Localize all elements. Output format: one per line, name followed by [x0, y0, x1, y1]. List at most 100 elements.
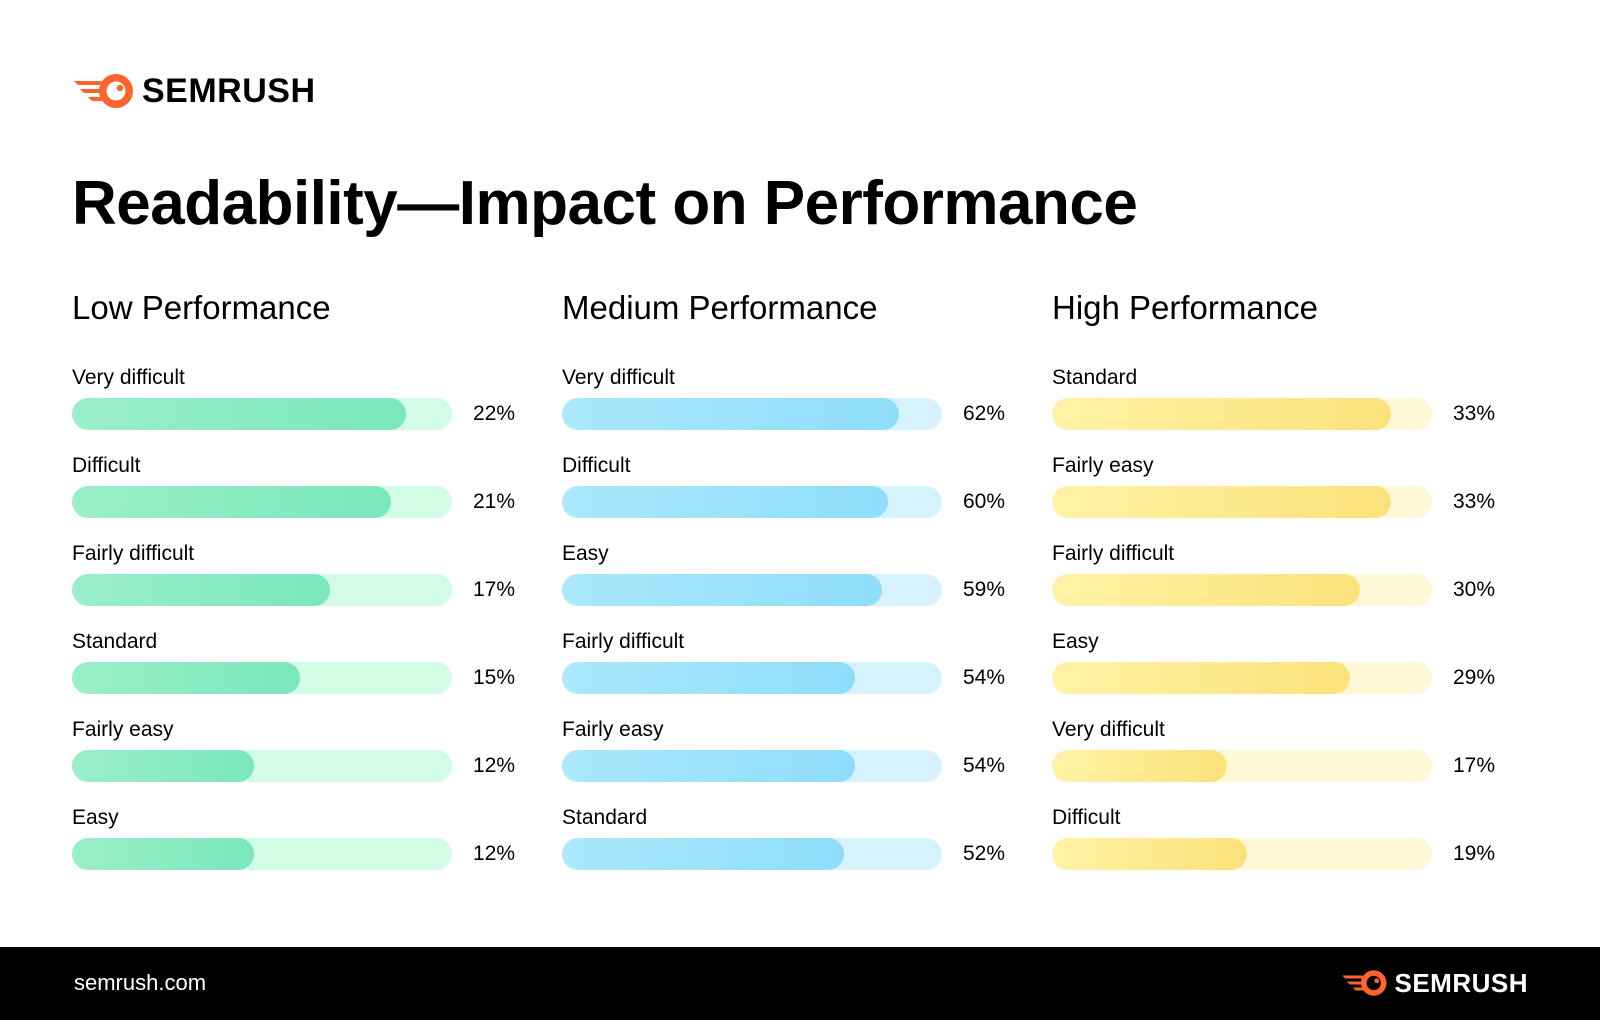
logo-wordmark: SEMRUSH — [142, 71, 316, 110]
bar-track — [562, 750, 942, 782]
bar-row: Fairly difficult 54% — [562, 630, 1022, 694]
bar-track — [72, 662, 452, 694]
bar — [72, 398, 406, 430]
bar — [1052, 750, 1227, 782]
category-label: Difficult — [1052, 806, 1121, 829]
bar-track — [72, 838, 452, 870]
data-label: 33% — [1453, 402, 1496, 425]
bar — [1052, 486, 1391, 518]
footer-logo-wordmark: SEMRUSH — [1394, 967, 1528, 998]
bar — [1052, 398, 1391, 430]
category-label: Very difficult — [72, 366, 185, 389]
category-label: Fairly easy — [562, 718, 664, 741]
data-label: 52% — [963, 842, 1006, 865]
bar — [562, 486, 888, 518]
chart-low-performance: Low Performance Very difficult 22% Difficu… — [72, 288, 532, 870]
bar-row: Fairly easy 33% — [1052, 454, 1512, 518]
bar-row: Standard 33% — [1052, 366, 1512, 430]
bar — [1052, 574, 1360, 606]
bar-row: Easy 29% — [1052, 630, 1512, 694]
bar-row: Easy 12% — [72, 806, 532, 870]
bar-track — [562, 662, 942, 694]
bar-row: Easy 59% — [562, 542, 1022, 606]
bar — [72, 574, 330, 606]
bar — [72, 838, 254, 870]
bar-track — [562, 574, 942, 606]
category-label: Standard — [1052, 366, 1138, 389]
bar-track — [562, 398, 942, 430]
semrush-logo: SEMRUSH — [72, 70, 316, 112]
bar-row: Fairly difficult 17% — [72, 542, 532, 606]
bar-row: Very difficult 62% — [562, 366, 1022, 430]
bar-track — [72, 574, 452, 606]
bar-row: Fairly easy 54% — [562, 718, 1022, 782]
chart-title: Low Performance — [72, 289, 331, 326]
bar-row: Difficult 21% — [72, 454, 532, 518]
bar-track — [72, 398, 452, 430]
bar-row: Difficult 60% — [562, 454, 1022, 518]
bar-track — [562, 838, 942, 870]
footer-url: semrush.com — [74, 970, 207, 995]
category-label: Difficult — [72, 454, 141, 477]
bar — [1052, 662, 1350, 694]
category-label: Very difficult — [562, 366, 675, 389]
footer-semrush-logo: SEMRUSH — [1340, 967, 1528, 999]
bar-row: Standard 52% — [562, 806, 1022, 870]
data-label: 12% — [473, 842, 516, 865]
bar — [72, 486, 391, 518]
data-label: 54% — [963, 666, 1006, 689]
category-label: Easy — [72, 806, 119, 829]
category-label: Fairly difficult — [1052, 542, 1175, 565]
category-label: Standard — [562, 806, 648, 829]
bar-row: Very difficult 17% — [1052, 718, 1512, 782]
bar-row: Fairly easy 12% — [72, 718, 532, 782]
category-label: Standard — [72, 630, 158, 653]
category-label: Very difficult — [1052, 718, 1165, 741]
data-label: 54% — [963, 754, 1006, 777]
category-label: Easy — [1052, 630, 1099, 653]
bar — [72, 750, 254, 782]
data-label: 29% — [1453, 666, 1496, 689]
chart-title: Medium Performance — [562, 289, 878, 326]
chart-high-performance: High Performance Standard 33% Fairly easy 3… — [1052, 288, 1512, 870]
data-label: 59% — [963, 578, 1006, 601]
data-label: 30% — [1453, 578, 1496, 601]
bar — [72, 662, 300, 694]
bar-row: Very difficult 22% — [72, 366, 532, 430]
bar-track — [72, 750, 452, 782]
data-label: 60% — [963, 490, 1006, 513]
semrush-flame-icon — [1342, 970, 1387, 996]
category-label: Fairly easy — [72, 718, 174, 741]
data-label: 22% — [473, 402, 516, 425]
bar-track — [1052, 398, 1432, 430]
bar — [562, 838, 844, 870]
data-label: 12% — [473, 754, 516, 777]
bar — [562, 662, 855, 694]
bar-row: Fairly difficult 30% — [1052, 542, 1512, 606]
category-label: Difficult — [562, 454, 631, 477]
category-label: Easy — [562, 542, 609, 565]
bar-row: Standard 15% — [72, 630, 532, 694]
data-label: 17% — [1453, 754, 1496, 777]
page-title: Readability—Impact on Performance — [72, 169, 1138, 238]
chart-medium-performance: Medium Performance Very difficult 62% Diff… — [562, 288, 1022, 870]
bar-track — [1052, 486, 1432, 518]
category-label: Fairly difficult — [562, 630, 685, 653]
bar — [562, 574, 882, 606]
data-label: 19% — [1453, 842, 1496, 865]
bar — [1052, 838, 1247, 870]
category-label: Fairly difficult — [72, 542, 195, 565]
semrush-flame-icon — [74, 74, 133, 108]
footer-bar: semrush.com SEMRUSH — [0, 947, 1600, 1020]
data-label: 15% — [473, 666, 516, 689]
data-label: 33% — [1453, 490, 1496, 513]
bar-track — [72, 486, 452, 518]
data-label: 62% — [963, 402, 1006, 425]
category-label: Fairly easy — [1052, 454, 1154, 477]
data-label: 21% — [473, 490, 516, 513]
bar-track — [1052, 838, 1432, 870]
chart-title: High Performance — [1052, 289, 1318, 326]
bar — [562, 398, 899, 430]
bar-track — [562, 486, 942, 518]
bar-track — [1052, 662, 1432, 694]
